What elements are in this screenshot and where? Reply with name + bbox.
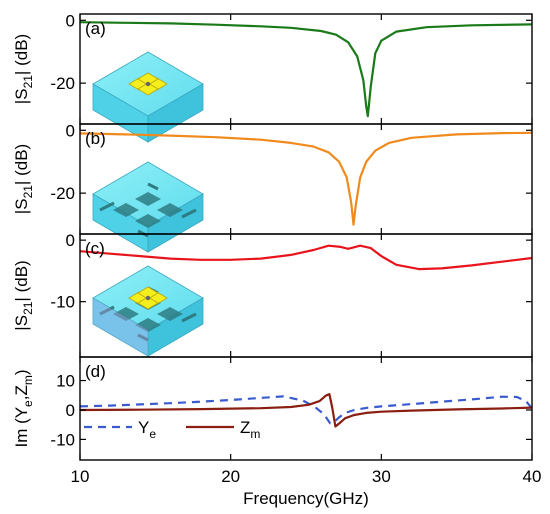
- leaf-petal: [137, 82, 159, 96]
- cube-side-right: [147, 83, 204, 143]
- patch-square: [113, 203, 139, 217]
- legend-label: Zm: [240, 418, 260, 441]
- series-line-0: [79, 131, 533, 226]
- y-axis-title: |S21| (dB): [12, 144, 35, 214]
- patch-arms: [99, 182, 197, 238]
- cube-side-right: [147, 193, 204, 253]
- x-tick-label: 10: [71, 467, 90, 486]
- y-tick-label: -20: [50, 184, 75, 203]
- panel-2: 0 -10 (c) |S21| (dB): [12, 231, 533, 358]
- leaf-center: [145, 81, 151, 87]
- y-axis-title-sub: 21: [21, 301, 35, 315]
- y-axis-title: |S21| (dB): [12, 34, 35, 104]
- panel-1: 0 -20 (b) |S21| (dB): [12, 121, 533, 253]
- legend-label-main: Y: [138, 418, 149, 437]
- patch-square: [157, 307, 183, 321]
- y-tick-label: 0: [66, 11, 75, 30]
- y-axis-title: |S21| (dB): [12, 260, 35, 330]
- y-tick-label: -10: [50, 293, 75, 312]
- y-axis-title-sub: 21: [21, 75, 35, 89]
- y-axis-title-sub: e: [21, 400, 35, 407]
- legend-label-main: Z: [240, 418, 250, 437]
- panel-3: 100-10(d)Im (Ye,Zm)Ye Zm: [12, 356, 533, 461]
- patch-square: [135, 192, 161, 206]
- panels: 0-20(a)|S21| (dB)0-20(b)|S21| (dB)0-10(c…: [12, 11, 533, 461]
- y-axis-title-part: ,Z: [12, 385, 31, 400]
- x-tick-label: 30: [372, 467, 391, 486]
- leaf-petal: [137, 286, 159, 300]
- patch-square: [135, 318, 161, 332]
- panel-label: (b): [85, 129, 106, 148]
- y-axis-title-part: | (dB): [12, 260, 31, 301]
- patch-arms: [99, 286, 197, 342]
- inset-structure: [92, 265, 204, 357]
- series-line-0: [79, 244, 533, 271]
- cube-side-right: [147, 297, 204, 357]
- leaf-petal: [137, 296, 159, 310]
- leaf-center: [145, 295, 151, 301]
- y-axis-title-sub: 21: [21, 185, 35, 199]
- x-tick-label: 20: [221, 467, 240, 486]
- y-tick-label: 0: [66, 231, 75, 250]
- panel-label: (d): [85, 362, 106, 381]
- y-axis-title-part: |S: [12, 88, 31, 104]
- y-axis-title-part: | (dB): [12, 34, 31, 75]
- y-tick-label: 10: [56, 372, 75, 391]
- inset-structure: [92, 161, 204, 253]
- x-axis: 10 20 30 40 Frequency(GHz): [71, 467, 542, 508]
- plot-frame: [79, 356, 533, 461]
- x-axis-title: Frequency(GHz): [243, 489, 369, 508]
- y-axis-title-part: |S: [12, 315, 31, 331]
- panel-label: (c): [85, 239, 105, 258]
- series-line-1: [79, 393, 533, 428]
- panel-0: 0 -20 (a) |S21| (dB): [12, 11, 533, 143]
- leaf-petal: [137, 72, 159, 86]
- y-tick-label: -20: [50, 74, 75, 93]
- y-tick-label: -10: [50, 430, 75, 449]
- legend: Ye Zm: [84, 418, 260, 441]
- inset-structure: [92, 51, 204, 143]
- x-tick-label: 40: [523, 467, 542, 486]
- y-axis-title-part: |S: [12, 198, 31, 214]
- y-axis-title-part: Im (Y: [12, 407, 31, 448]
- patch-square: [113, 307, 139, 321]
- y-axis-title-part: | (dB): [12, 144, 31, 185]
- y-axis-title-part: ): [12, 369, 31, 375]
- patch-square: [135, 214, 161, 228]
- legend-label-sub: e: [149, 427, 156, 441]
- series-line-0: [79, 21, 533, 118]
- y-axis-title-sub: m: [21, 375, 35, 385]
- panel-label: (a): [85, 19, 106, 38]
- y-tick-label: 0: [66, 401, 75, 420]
- y-axis-title: Im (Ye,Zm): [12, 369, 35, 447]
- legend-label-sub: m: [250, 427, 260, 441]
- legend-label: Ye: [138, 418, 156, 441]
- patch-square: [157, 203, 183, 217]
- cube-tint: [93, 298, 148, 356]
- y-tick-label: 0: [66, 121, 75, 140]
